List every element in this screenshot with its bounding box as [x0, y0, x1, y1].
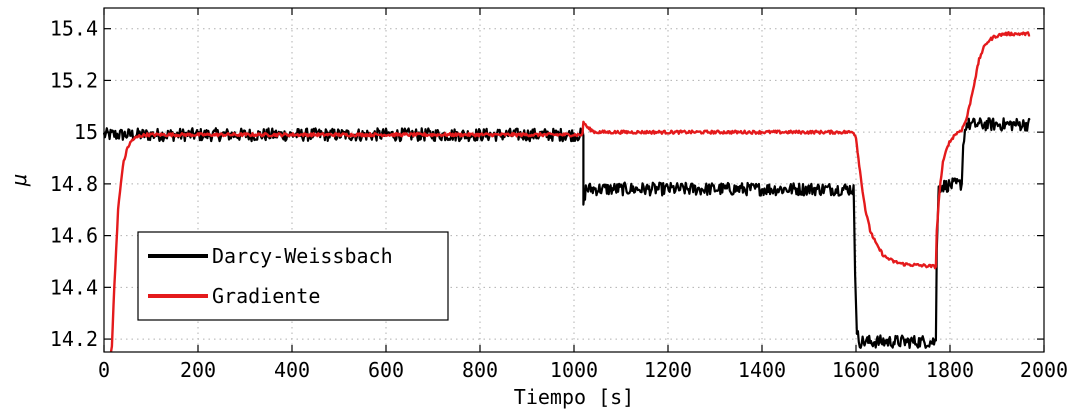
x-axis-label: Tiempo [s]: [514, 385, 634, 409]
y-axis-label: μ: [7, 174, 31, 187]
legend-box: [137, 231, 449, 321]
x-tick-label: 1600: [832, 358, 880, 382]
axis-ticks: [103, 8, 1045, 352]
legend-label-darcy-weissbach: Darcy-Weissbach: [212, 244, 393, 268]
y-tick-label: 15: [74, 120, 98, 144]
x-tick-label: 1000: [550, 358, 598, 382]
y-axis-tick-labels: 14.2 14.4 14.6 14.8 15 15.2 15.4: [50, 17, 98, 351]
x-tick-label: 200: [180, 358, 216, 382]
x-axis-tick-labels: 0 200 400 600 800 1000 1200 1400 1600 1800 2000: [98, 358, 1068, 382]
x-tick-label: 800: [462, 358, 498, 382]
y-tick-label: 15.4: [50, 17, 98, 41]
y-tick-label: 14.6: [50, 224, 98, 248]
y-tick-label: 14.2: [50, 327, 98, 351]
y-tick-label: 14.4: [50, 275, 98, 299]
series-line-gradiente: [109, 31, 1031, 353]
x-tick-label: 0: [98, 358, 110, 382]
x-tick-label: 2000: [1020, 358, 1068, 382]
legend-label-gradiente: Gradiente: [212, 284, 320, 308]
series-layer: [102, 31, 1031, 353]
y-tick-label: 14.8: [50, 172, 98, 196]
x-tick-label: 1800: [926, 358, 974, 382]
y-tick-label: 15.2: [50, 68, 98, 92]
x-tick-label: 600: [368, 358, 404, 382]
x-tick-label: 400: [274, 358, 310, 382]
x-tick-label: 1400: [738, 358, 786, 382]
series-line-darcy-weissbach: [102, 117, 1031, 349]
x-tick-label: 1200: [644, 358, 692, 382]
legend: Darcy-Weissbach Gradiente: [137, 231, 449, 321]
